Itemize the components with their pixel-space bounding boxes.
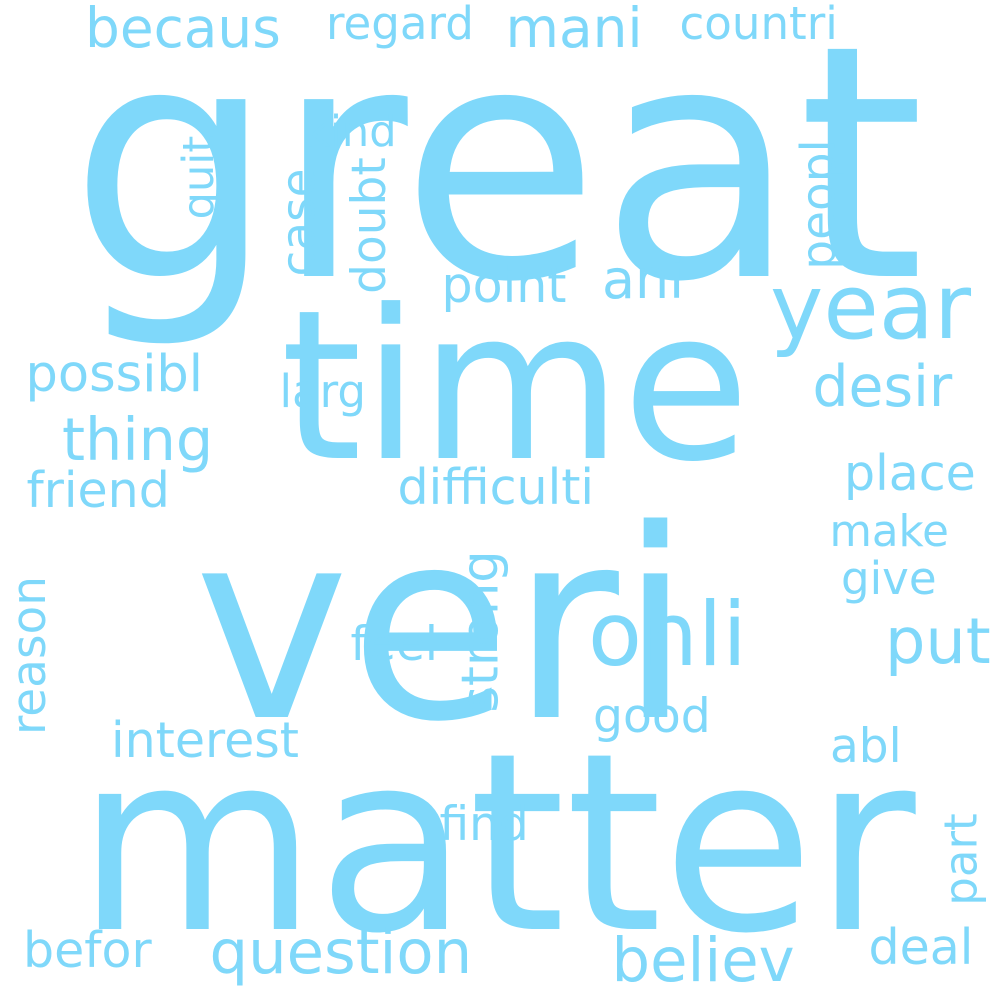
word-abl: abl: [830, 718, 902, 774]
word-veri: veri: [194, 472, 692, 779]
word-larg: larg: [279, 364, 367, 418]
word-becaus: becaus: [85, 0, 281, 60]
word-mani: mani: [505, 0, 643, 60]
word-case: case: [271, 167, 327, 277]
word-onli: onli: [588, 583, 747, 686]
word-peopl: peopl: [791, 138, 847, 270]
word-make: make: [829, 507, 949, 557]
word-year: year: [770, 254, 971, 360]
word-strong: strong: [451, 549, 511, 713]
word-thing: thing: [62, 404, 214, 474]
word-put: put: [885, 604, 991, 679]
word-reason: reason: [1, 575, 57, 736]
word-question: question: [209, 917, 473, 988]
word-time: time: [280, 266, 750, 508]
word-quit: quit: [174, 135, 225, 219]
word-matter: matter: [76, 700, 916, 988]
word-find: find: [439, 796, 529, 852]
word-desir: desir: [812, 353, 953, 420]
word-great: great: [69, 0, 925, 353]
word-good: good: [593, 688, 711, 744]
word-doubt: doubt: [341, 157, 397, 294]
word-regard: regard: [326, 0, 474, 50]
word-interest: interest: [111, 711, 299, 769]
word-befor: befor: [23, 921, 152, 979]
word-countri: countri: [679, 0, 838, 50]
word-give: give: [841, 551, 937, 605]
word-difficulti: difficulti: [397, 458, 595, 516]
word-part: part: [934, 812, 988, 906]
word-friend: friend: [26, 461, 170, 519]
word-ani: ani: [602, 247, 685, 311]
word-point: point: [441, 256, 567, 314]
word-place: place: [844, 444, 976, 502]
word-deal: deal: [868, 918, 974, 976]
word-believ: believ: [611, 925, 795, 996]
word-feel: feel: [350, 616, 438, 672]
word-kind: kind: [305, 106, 397, 157]
word-possibl: possibl: [25, 344, 203, 404]
